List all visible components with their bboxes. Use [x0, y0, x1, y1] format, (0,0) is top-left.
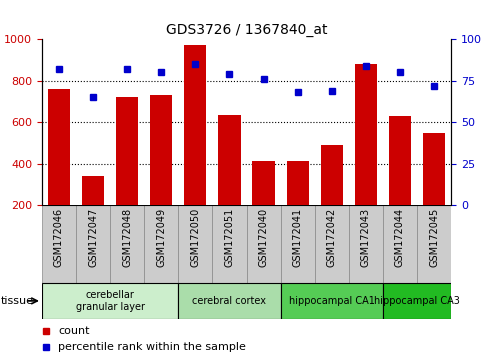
- Title: GDS3726 / 1367840_at: GDS3726 / 1367840_at: [166, 23, 327, 36]
- Text: GSM172042: GSM172042: [327, 208, 337, 267]
- Bar: [150, 95, 173, 205]
- Bar: [42, 283, 178, 319]
- Text: GSM172040: GSM172040: [258, 208, 269, 267]
- Text: GSM172043: GSM172043: [361, 208, 371, 267]
- Bar: [42, 205, 76, 283]
- Bar: [286, 161, 309, 205]
- Text: GSM172041: GSM172041: [293, 208, 303, 267]
- Bar: [423, 132, 445, 205]
- Bar: [76, 205, 110, 283]
- Text: GSM172051: GSM172051: [224, 208, 235, 267]
- Bar: [281, 205, 315, 283]
- Text: cerebellar
granular layer: cerebellar granular layer: [75, 290, 144, 312]
- Text: count: count: [58, 326, 90, 336]
- Text: GSM172044: GSM172044: [395, 208, 405, 267]
- Bar: [383, 205, 417, 283]
- Bar: [48, 89, 70, 205]
- Bar: [144, 205, 178, 283]
- Text: tissue: tissue: [0, 296, 34, 306]
- Bar: [383, 283, 451, 319]
- Bar: [178, 283, 281, 319]
- Bar: [184, 45, 207, 205]
- Text: cerebral cortex: cerebral cortex: [192, 296, 266, 306]
- Text: GSM172049: GSM172049: [156, 208, 166, 267]
- Text: percentile rank within the sample: percentile rank within the sample: [58, 342, 246, 352]
- Text: GSM172047: GSM172047: [88, 208, 98, 267]
- Bar: [116, 97, 138, 205]
- Text: GSM172045: GSM172045: [429, 208, 439, 267]
- Bar: [218, 115, 241, 205]
- Bar: [212, 205, 246, 283]
- Bar: [246, 205, 281, 283]
- Text: hippocampal CA1: hippocampal CA1: [289, 296, 375, 306]
- Bar: [281, 283, 383, 319]
- Text: GSM172050: GSM172050: [190, 208, 200, 267]
- Text: GSM172048: GSM172048: [122, 208, 132, 267]
- Bar: [349, 205, 383, 283]
- Text: GSM172046: GSM172046: [54, 208, 64, 267]
- Bar: [389, 116, 411, 205]
- Bar: [417, 205, 451, 283]
- Bar: [315, 205, 349, 283]
- Text: hippocampal CA3: hippocampal CA3: [374, 296, 460, 306]
- Bar: [82, 176, 104, 205]
- Bar: [320, 145, 343, 205]
- Bar: [252, 161, 275, 205]
- Bar: [110, 205, 144, 283]
- Bar: [178, 205, 212, 283]
- Bar: [355, 64, 377, 205]
